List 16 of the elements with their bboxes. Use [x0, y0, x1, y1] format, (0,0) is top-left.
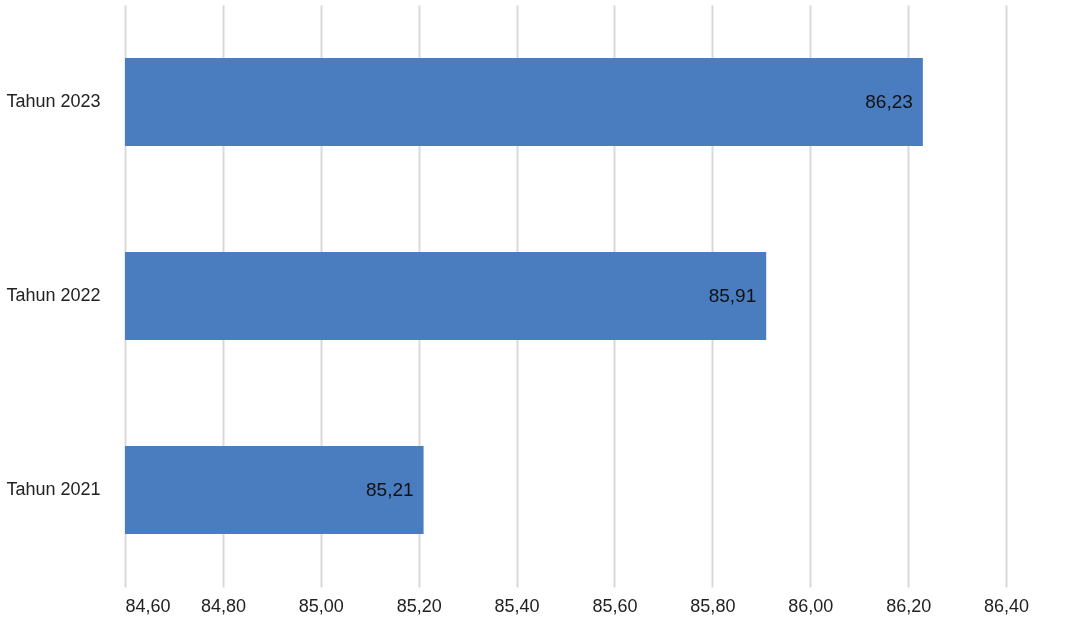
x-tick-label: 86,00 — [788, 595, 834, 616]
x-tick-label: 85,80 — [690, 595, 736, 616]
y-tick-label: Tahun 2021 — [6, 479, 101, 499]
y-tick-label: Tahun 2022 — [6, 285, 101, 305]
data-label: 85,21 — [366, 479, 414, 500]
x-tick-label: 84,80 — [200, 595, 246, 616]
x-tick-label: 86,20 — [886, 595, 932, 616]
x-tick-label: 85,40 — [494, 595, 540, 616]
x-tick-label: 85,00 — [298, 595, 344, 616]
x-tick-label: 86,40 — [984, 595, 1030, 616]
data-label: 85,91 — [708, 285, 757, 306]
x-tick-label: 85,20 — [396, 595, 442, 616]
x-tick-label: 85,60 — [592, 595, 638, 616]
data-label: 86,23 — [865, 91, 913, 112]
y-tick-label: Tahun 2023 — [6, 91, 101, 111]
x-tick-label: 84,60 — [125, 595, 171, 616]
